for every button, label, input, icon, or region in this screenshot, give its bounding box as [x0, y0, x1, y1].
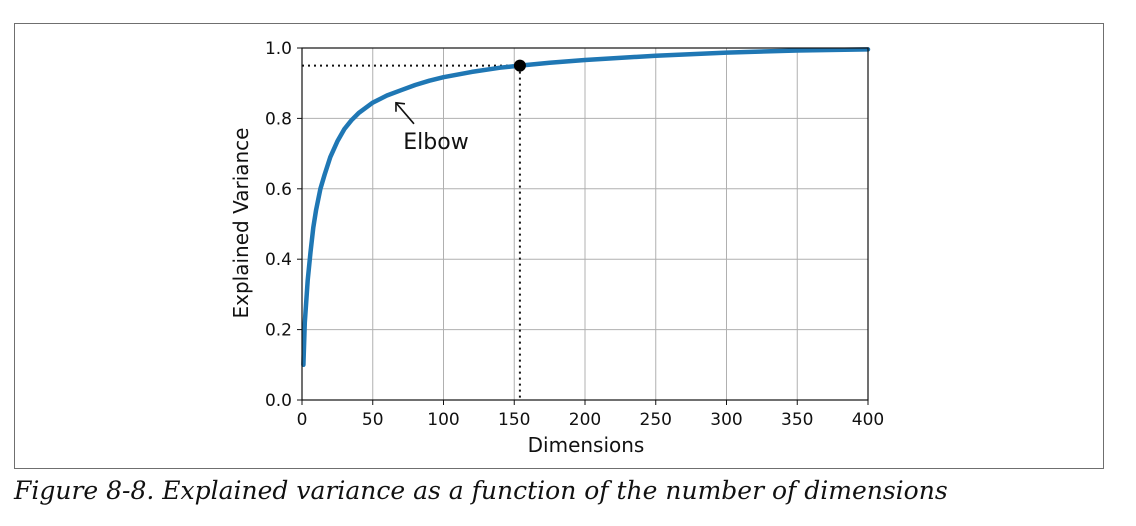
x-tick-label: 400 — [852, 410, 884, 430]
threshold-point — [513, 59, 526, 72]
x-tick-label: 150 — [498, 410, 530, 430]
x-axis-label: Dimensions — [528, 433, 645, 457]
axis-layer: 0 50 100 150 200 250 300 350 400 0.0 0.2 0.4 0.6 0.8 1… — [265, 39, 884, 430]
annotation-layer: Elbow — [395, 101, 469, 155]
x-tick-label: 300 — [710, 410, 742, 430]
guide-layer — [302, 64, 521, 400]
elbow-annotation-label: Elbow — [403, 130, 468, 155]
x-tick-label: 250 — [640, 410, 672, 430]
plot-frame — [301, 47, 869, 401]
line-layer — [301, 47, 871, 368]
explained-variance-line — [301, 47, 871, 368]
x-tick-label: 50 — [362, 410, 384, 430]
x-tick-label: 100 — [427, 410, 459, 430]
x-tick-label: 0 — [297, 410, 308, 430]
y-tick-label: 1.0 — [265, 39, 292, 59]
figure-caption: Figure 8-8. Explained variance as a func… — [14, 476, 948, 505]
y-tick-label: 0.6 — [265, 180, 292, 200]
x-tick-label: 200 — [569, 410, 601, 430]
elbow-arrow-head — [395, 101, 406, 112]
point-layer — [513, 59, 526, 72]
x-tick-label: 350 — [781, 410, 813, 430]
y-axis-label: Explained Variance — [229, 128, 253, 319]
elbow-arrow — [395, 102, 415, 125]
grid-layer — [301, 47, 869, 401]
figure-frame — [14, 23, 1104, 469]
y-tick-label: 0.2 — [265, 321, 292, 341]
y-tick-label: 0.0 — [265, 391, 292, 411]
y-tick-label: 0.4 — [265, 250, 292, 270]
y-tick-label: 0.8 — [265, 109, 292, 129]
